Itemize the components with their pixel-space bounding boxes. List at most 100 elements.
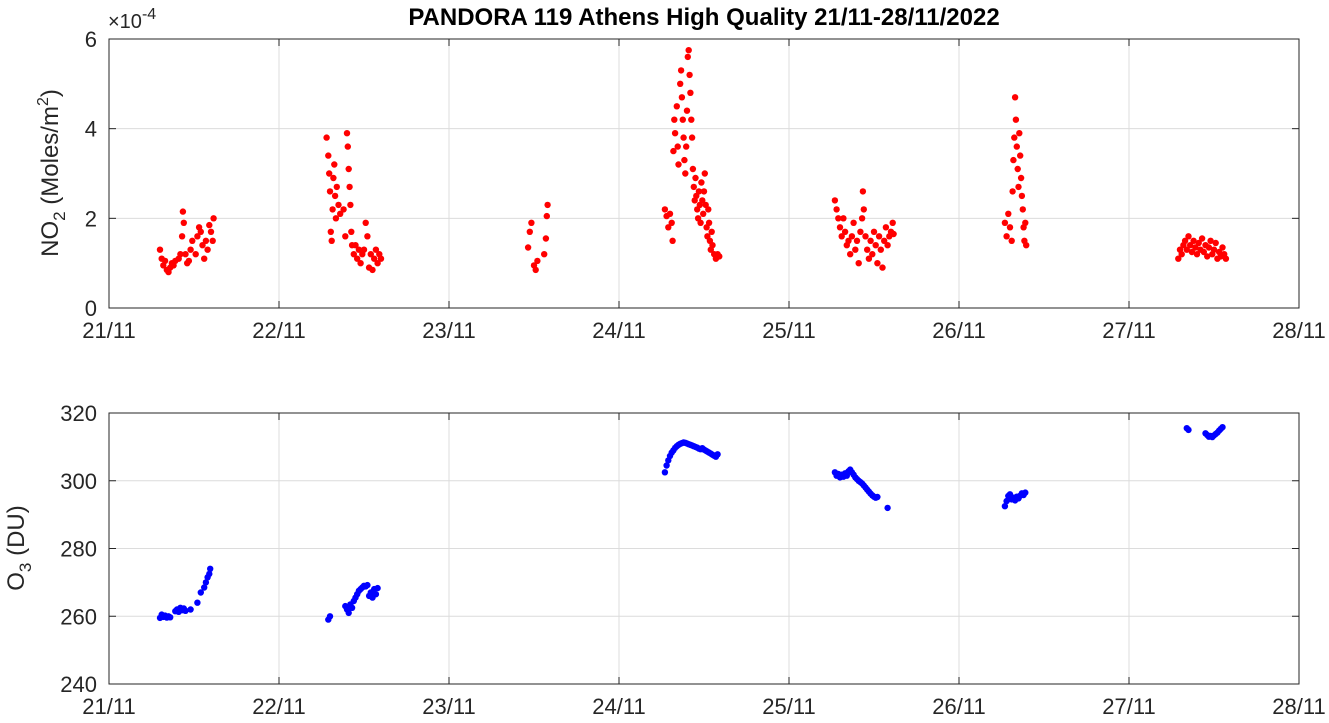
no2-data-point [542, 235, 550, 242]
no2-data-point [862, 233, 869, 240]
no2-data-point [1011, 134, 1018, 141]
no2-data-point [668, 219, 675, 226]
no2-data-point [697, 219, 704, 226]
no2-data-point [331, 161, 338, 168]
no2-exponent-label: ×10-4 [108, 6, 156, 33]
no2-data-point [858, 215, 866, 222]
no2-data-point [705, 206, 712, 213]
no2-data-point [1016, 130, 1023, 137]
no2-data-point [840, 215, 847, 222]
no2-data-point [845, 237, 852, 244]
no2-data-point [156, 246, 164, 253]
no2-x-tick-label: 24/11 [592, 318, 645, 343]
no2-data-point [874, 260, 881, 267]
chart-title: PANDORA 119 Athens High Quality 21/11-28… [408, 4, 999, 31]
no2-data-point [1212, 239, 1219, 247]
no2-data-point [1193, 251, 1201, 258]
no2-data-point [681, 156, 688, 164]
no2-data-point [342, 233, 349, 240]
o3-data-point [372, 591, 380, 598]
no2-data-point [372, 246, 380, 253]
no2-data-point [1010, 156, 1017, 164]
no2-exponent-power: -4 [142, 6, 156, 23]
no2-data-point [192, 251, 199, 258]
no2-data-point [685, 47, 692, 54]
no2-data-point [1003, 233, 1010, 240]
no2-data-point [1022, 219, 1029, 226]
no2-x-tick-label: 22/11 [252, 318, 305, 343]
no2-data-point [333, 183, 340, 191]
no2-data-point [357, 260, 364, 267]
no2-data-point [877, 246, 884, 253]
no2-data-point [1022, 242, 1030, 249]
no2-data-point [869, 251, 876, 258]
no2-data-point [1008, 237, 1015, 244]
o3-ylabel-rest: (DU) [3, 505, 30, 562]
o3-data-point [1185, 426, 1192, 434]
no2-data-point [374, 260, 381, 267]
no2-data-point [701, 170, 708, 177]
no2-data-point [872, 242, 879, 249]
no2-x-tick-label: 28/11 [1272, 318, 1325, 343]
no2-data-point [841, 228, 849, 235]
o3-x-tick-label: 27/11 [1102, 694, 1155, 719]
no2-data-point [699, 197, 706, 204]
o3-ylabel-main: O [3, 572, 30, 591]
no2-data-point [1011, 94, 1019, 101]
no2-scatter-points [156, 47, 1230, 276]
no2-data-point [847, 251, 854, 258]
no2-x-tick-label: 27/11 [1102, 318, 1155, 343]
no2-data-point [189, 237, 196, 244]
no2-data-point [864, 246, 871, 253]
no2-data-point [161, 257, 169, 265]
no2-data-point [666, 210, 674, 217]
no2-data-point [185, 257, 193, 265]
no2-data-point [674, 143, 681, 150]
no2-data-point [855, 260, 862, 267]
no2-data-point [206, 221, 213, 229]
no2-data-point [890, 230, 897, 238]
o3-panel: 21/11 22/11 23/11 24/11 25/11 26/11 27/11 28/11… [3, 401, 1326, 719]
no2-grid [109, 39, 1299, 308]
no2-data-point [1198, 235, 1206, 242]
no2-data-point [831, 197, 839, 204]
no2-data-point [194, 233, 201, 240]
no2-data-point [197, 228, 204, 235]
no2-ylabel-main: NO [37, 221, 64, 257]
no2-data-point [182, 251, 189, 258]
no2-data-point [362, 219, 369, 226]
no2-ylabel-sub: 2 [50, 211, 69, 220]
o3-data-point [1003, 497, 1010, 505]
o3-data-point [884, 504, 891, 512]
no2-data-point [679, 116, 686, 123]
no2-data-point [700, 188, 708, 195]
no2-data-point [1200, 248, 1208, 256]
no2-data-point [859, 188, 867, 195]
no2-data-point [327, 228, 334, 235]
no2-data-point [331, 192, 339, 200]
no2-ticks: 21/11 22/11 23/11 24/11 25/11 26/11 27/11 28/11… [82, 27, 1325, 343]
no2-data-point [326, 170, 333, 177]
no2-data-point [1181, 237, 1189, 244]
o3-y-tick-label: 260 [60, 604, 97, 629]
no2-data-point [1204, 253, 1211, 260]
no2-data-point [865, 255, 873, 262]
no2-data-point [350, 251, 357, 258]
o3-y-tick-label: 240 [60, 672, 97, 697]
no2-data-point [325, 152, 332, 159]
no2-data-point [1013, 143, 1020, 150]
o3-ylabel-sub: 3 [16, 563, 35, 572]
no2-y-tick-label: 0 [85, 296, 97, 321]
no2-data-point [1006, 224, 1014, 231]
no2-data-point [1009, 188, 1016, 195]
no2-data-point [178, 233, 186, 240]
no2-data-point [346, 183, 353, 191]
no2-data-point [1005, 210, 1012, 217]
no2-data-point [340, 206, 347, 213]
no2-exponent-base: ×10 [108, 11, 142, 33]
no2-data-point [671, 116, 678, 123]
no2-data-point [367, 251, 374, 258]
o3-data-point [167, 614, 174, 621]
o3-data-point [206, 570, 213, 578]
no2-data-point [1175, 255, 1182, 262]
